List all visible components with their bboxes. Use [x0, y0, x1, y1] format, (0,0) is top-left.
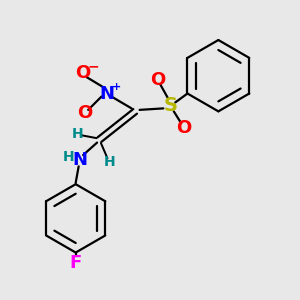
Text: H: H	[71, 127, 83, 141]
Text: N: N	[99, 85, 114, 103]
Text: N: N	[73, 152, 88, 169]
Text: H: H	[104, 155, 116, 169]
Text: −: −	[88, 60, 99, 74]
Text: O: O	[76, 64, 91, 82]
Text: O: O	[77, 104, 92, 122]
Text: O: O	[177, 119, 192, 137]
Text: F: F	[70, 254, 82, 272]
Text: +: +	[112, 82, 121, 92]
Text: O: O	[150, 71, 165, 89]
Text: H: H	[63, 150, 75, 164]
Text: S: S	[164, 96, 178, 115]
